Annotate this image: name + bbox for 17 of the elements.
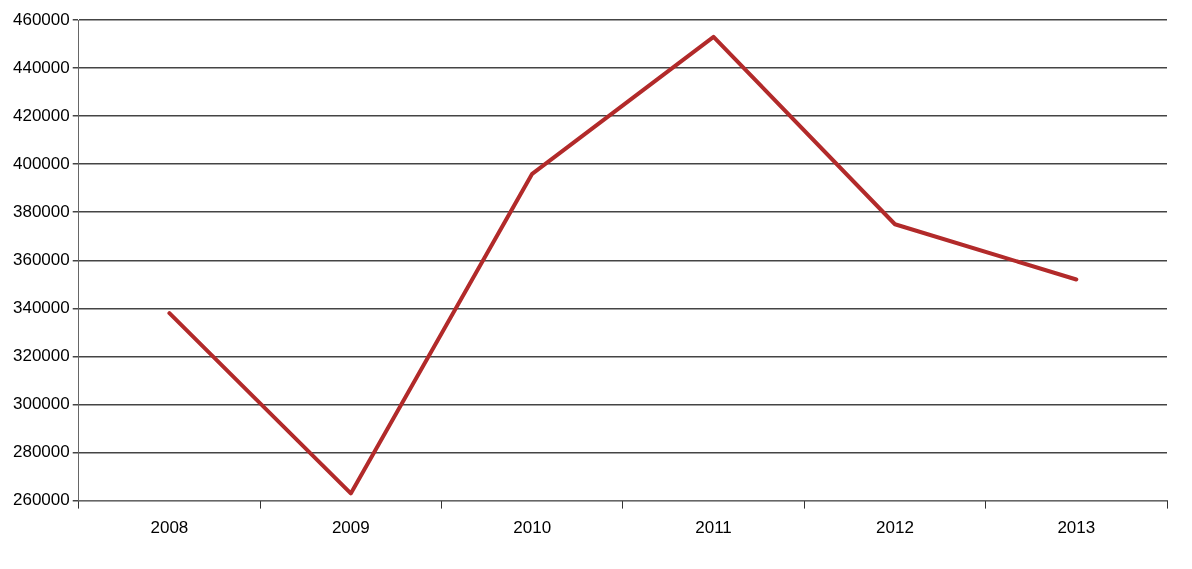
y-tick-label: 360000: [12, 249, 70, 269]
x-tick-label: 2013: [1057, 518, 1096, 538]
x-tick-label: 2010: [513, 518, 552, 538]
x-tick-label: 2009: [331, 518, 370, 538]
y-tick-label: 440000: [12, 57, 70, 77]
y-tick-label: 340000: [12, 298, 70, 318]
x-tick-label: 2011: [695, 518, 732, 538]
y-tick-label: 320000: [12, 346, 70, 366]
y-tick-label: 400000: [12, 153, 70, 173]
y-tick-label: 460000: [12, 9, 70, 29]
y-tick-label: 260000: [12, 490, 70, 510]
y-tick-label: 300000: [12, 394, 70, 414]
x-tick-label: 2012: [876, 518, 914, 538]
x-tick-label: 2008: [150, 518, 189, 538]
y-tick-label: 280000: [12, 442, 70, 462]
y-tick-label: 380000: [12, 201, 70, 221]
y-tick-label: 420000: [12, 105, 70, 125]
